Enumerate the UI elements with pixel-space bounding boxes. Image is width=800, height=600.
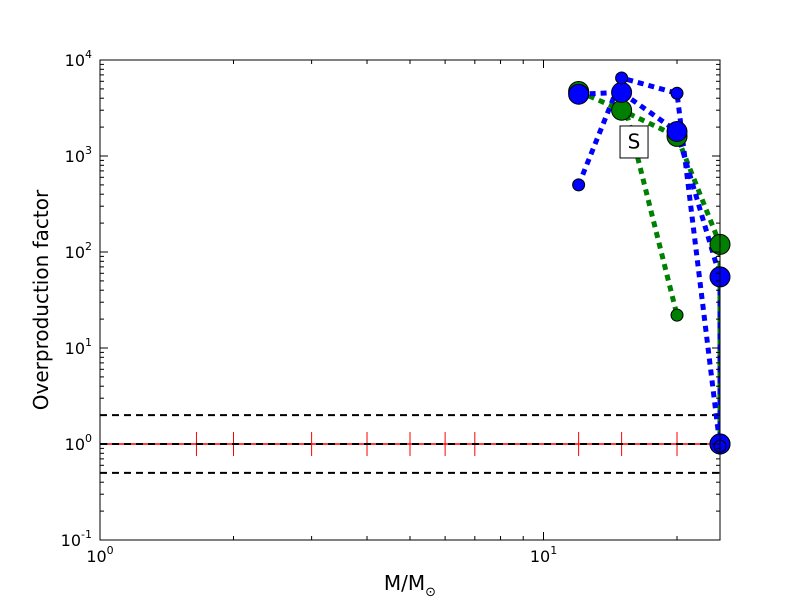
data-point — [666, 120, 688, 142]
data-point — [572, 178, 586, 192]
data-point — [568, 83, 590, 105]
y-axis-label: Overproduction factor — [29, 189, 53, 410]
y-tick-label: 103 — [65, 144, 92, 166]
x-axis-label: M/M⊙ — [384, 571, 436, 600]
y-tick-label: 101 — [65, 336, 92, 358]
y-tick-label: 10-1 — [61, 528, 92, 550]
data-point — [670, 308, 684, 322]
annotation-text: S — [628, 129, 641, 153]
annotation-box: S — [619, 125, 649, 159]
x-axis-label-base: M/M — [384, 571, 425, 595]
series-line — [577, 89, 720, 444]
data-point — [615, 71, 629, 85]
markers-layer — [568, 71, 731, 455]
series-line — [578, 89, 720, 444]
data-point — [611, 81, 633, 103]
data-point — [611, 99, 633, 121]
data-point — [670, 86, 684, 100]
x-tick-label: 101 — [530, 544, 557, 566]
y-tick-label: 104 — [65, 48, 92, 70]
series-line — [576, 74, 720, 447]
y-tick-label: 102 — [65, 240, 92, 262]
y-tick-label: 100 — [65, 432, 92, 454]
x-axis-label-sub: ⊙ — [425, 585, 436, 600]
x-tick-label: 100 — [86, 544, 113, 566]
